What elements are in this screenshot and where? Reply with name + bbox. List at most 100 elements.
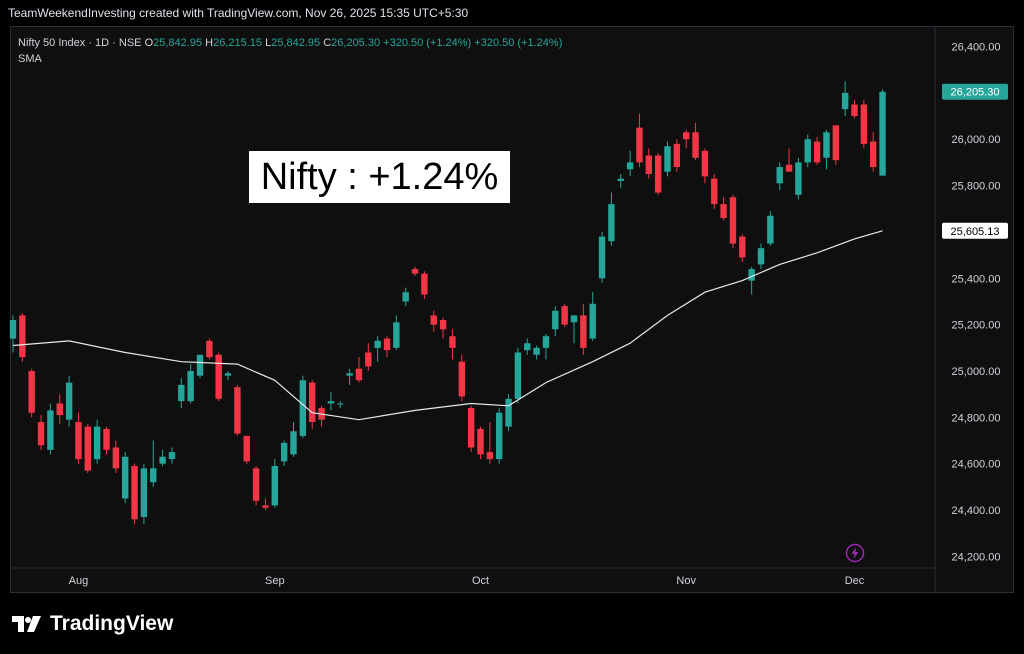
candle-body[interactable] <box>150 468 157 483</box>
candle-body[interactable] <box>411 269 419 274</box>
candle-body[interactable] <box>178 384 185 402</box>
candle-body[interactable] <box>159 456 166 464</box>
candle-body[interactable] <box>552 310 559 330</box>
candle-body[interactable] <box>140 468 148 518</box>
candle-body[interactable] <box>93 426 101 460</box>
candle-body[interactable] <box>860 104 868 144</box>
candle-body[interactable] <box>729 197 737 244</box>
candle-body[interactable] <box>215 354 222 399</box>
candle-body[interactable] <box>224 373 232 376</box>
candle-body[interactable] <box>122 456 129 499</box>
candle-body[interactable] <box>449 336 456 348</box>
candle-body[interactable] <box>393 322 400 348</box>
candle-body[interactable] <box>589 303 596 339</box>
candle-body[interactable] <box>243 435 250 462</box>
candle-body[interactable] <box>542 336 550 348</box>
candle-body[interactable] <box>785 164 793 172</box>
candle-body[interactable] <box>131 466 138 520</box>
candle-body[interactable] <box>19 315 26 358</box>
candle-body[interactable] <box>570 315 578 323</box>
candle-body[interactable] <box>617 178 624 181</box>
candle-body[interactable] <box>365 352 372 367</box>
candle-body[interactable] <box>112 447 120 469</box>
candle-body[interactable] <box>28 371 35 413</box>
candle-body[interactable] <box>524 343 531 351</box>
candle-body[interactable] <box>879 91 886 176</box>
candle-body[interactable] <box>430 315 437 325</box>
candle-body[interactable] <box>767 215 774 244</box>
candle-body[interactable] <box>103 428 110 450</box>
indicator-legend[interactable]: SMA <box>18 53 42 65</box>
candle-body[interactable] <box>580 315 587 348</box>
candle-body[interactable] <box>776 167 783 184</box>
candle-body[interactable] <box>654 155 662 193</box>
candle-body[interactable] <box>374 340 381 348</box>
candle-body[interactable] <box>309 382 316 422</box>
candle-body[interactable] <box>458 361 465 397</box>
candle-body[interactable] <box>299 380 307 436</box>
candle-body[interactable] <box>533 347 540 355</box>
candle-body[interactable] <box>748 269 755 281</box>
candle-body[interactable] <box>711 178 718 205</box>
candle-body[interactable] <box>9 320 17 339</box>
candle-body[interactable] <box>206 340 213 358</box>
candle-body[interactable] <box>65 382 73 420</box>
candle-body[interactable] <box>290 431 297 455</box>
candle-body[interactable] <box>337 403 344 405</box>
candle-body[interactable] <box>187 371 194 402</box>
candle-body[interactable] <box>467 408 475 448</box>
candle-body[interactable] <box>870 141 877 168</box>
candle-body[interactable] <box>841 92 849 110</box>
candle-body[interactable] <box>608 204 615 242</box>
candle-body[interactable] <box>645 155 652 175</box>
candle-body[interactable] <box>75 421 82 460</box>
candle-body[interactable] <box>692 132 699 158</box>
symbol-legend[interactable]: Nifty 50 Index · 1D · NSE O25,842.95 H26… <box>18 37 562 49</box>
candle-body[interactable] <box>37 421 45 446</box>
candle-body[interactable] <box>280 442 288 462</box>
candle-body[interactable] <box>327 401 335 404</box>
candle-body[interactable] <box>234 387 241 434</box>
candle-body[interactable] <box>739 236 746 258</box>
candle-body[interactable] <box>673 143 681 168</box>
candle-body[interactable] <box>598 236 606 279</box>
lightning-icon[interactable] <box>845 543 865 563</box>
candle-body[interactable] <box>168 452 176 460</box>
candle-body[interactable] <box>514 352 522 399</box>
symbol-name[interactable]: Nifty 50 Index · 1D · NSE <box>18 37 142 49</box>
candle-body[interactable] <box>383 338 391 351</box>
candle-body[interactable] <box>496 412 503 460</box>
candle-body[interactable] <box>701 150 709 177</box>
candle-body[interactable] <box>355 368 363 381</box>
candle-body[interactable] <box>813 141 821 163</box>
candle-body[interactable] <box>757 248 765 265</box>
candle-body[interactable] <box>477 428 484 455</box>
candle-body[interactable] <box>795 162 802 195</box>
candle-body[interactable] <box>851 104 858 117</box>
candle-body[interactable] <box>196 354 204 376</box>
chart-panel[interactable] <box>10 26 1014 593</box>
candle-body[interactable] <box>823 132 830 158</box>
candle-body[interactable] <box>84 426 91 471</box>
x-tick-label: Nov <box>676 575 696 587</box>
candle-body[interactable] <box>56 403 63 416</box>
candle-body[interactable] <box>271 466 278 506</box>
candle-body[interactable] <box>664 146 671 172</box>
candle-body[interactable] <box>720 204 727 219</box>
candle-body[interactable] <box>421 273 428 295</box>
candle-body[interactable] <box>439 320 447 330</box>
candle-body[interactable] <box>636 127 643 163</box>
candle-body[interactable] <box>262 505 269 508</box>
candle-body[interactable] <box>486 452 494 460</box>
candle-body[interactable] <box>346 373 353 376</box>
candle-body[interactable] <box>832 125 839 161</box>
candle-body[interactable] <box>561 306 568 325</box>
candle-body[interactable] <box>252 468 260 501</box>
candle-body[interactable] <box>804 139 811 163</box>
candle-body[interactable] <box>683 132 690 140</box>
candle-body[interactable] <box>402 292 409 302</box>
candle-body[interactable] <box>47 410 54 450</box>
candle-body[interactable] <box>626 162 634 170</box>
candle-body[interactable] <box>505 398 512 427</box>
